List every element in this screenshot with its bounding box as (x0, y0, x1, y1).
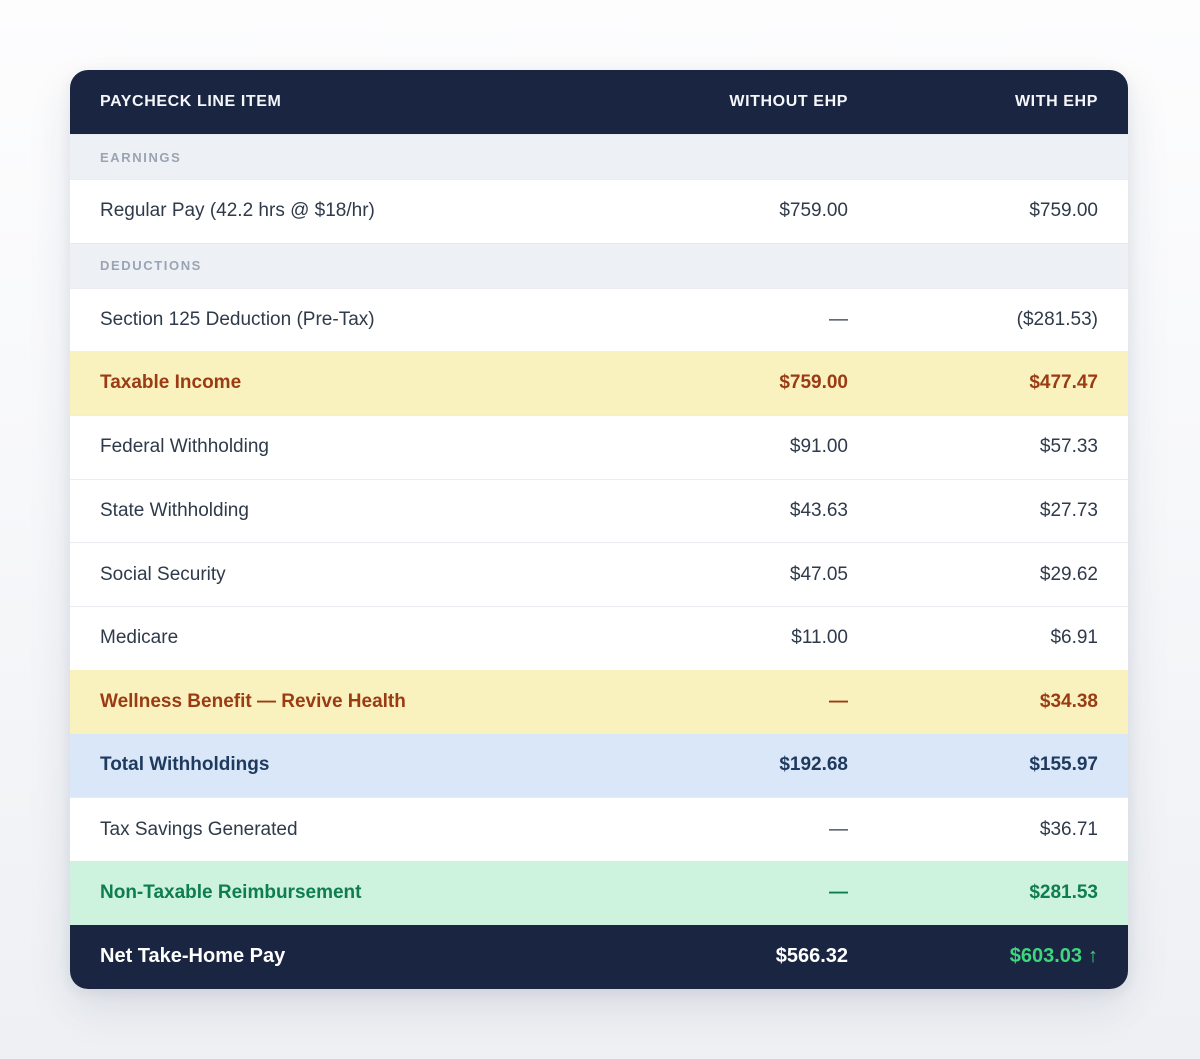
table-row: Tax Savings Generated — $36.71 (70, 797, 1128, 861)
row-value-without-ehp: — (829, 309, 848, 331)
footer-gain-amount: $603.03 (1009, 945, 1082, 968)
paycheck-comparison-table: PAYCHECK LINE ITEM WITHOUT EHP WITH EHP … (70, 70, 1128, 989)
row-value-without-ehp: — (829, 881, 848, 903)
table-rows: EARNINGS Regular Pay (42.2 hrs @ $18/hr)… (70, 134, 1128, 925)
row-value-without-ehp: $43.63 (789, 500, 848, 522)
table-row: Regular Pay (42.2 hrs @ $18/hr) $759.00 … (70, 179, 1128, 243)
row-value-with-ehp: $29.62 (1039, 563, 1098, 585)
increase-arrow-icon: ↑ (1088, 945, 1098, 968)
row-label: Regular Pay (42.2 hrs @ $18/hr) (100, 200, 375, 222)
row-value-without-ehp: $47.05 (789, 563, 848, 585)
row-label: Tax Savings Generated (100, 818, 298, 840)
table-row: Wellness Benefit — Revive Health — $34.3… (70, 669, 1128, 734)
row-label: State Withholding (100, 500, 249, 522)
section-label-text: EARNINGS (100, 149, 182, 165)
row-value-without-ehp: — (829, 690, 848, 712)
section-header-row: EARNINGS (70, 134, 1128, 179)
table-row: Non-Taxable Reimbursement — $281.53 (70, 860, 1128, 925)
row-value-with-ehp: $155.97 (1029, 754, 1098, 776)
row-value-with-ehp: $6.91 (1050, 627, 1098, 649)
column-header-line-item: PAYCHECK LINE ITEM (100, 93, 282, 110)
row-label: Taxable Income (100, 372, 242, 394)
row-label: Social Security (100, 563, 226, 585)
table-row: Section 125 Deduction (Pre-Tax) — ($281.… (70, 287, 1128, 352)
table-row: Medicare $11.00 $6.91 (70, 606, 1128, 670)
section-label-text: DEDUCTIONS (100, 258, 202, 274)
column-header-with-ehp: WITH EHP (1014, 93, 1098, 110)
table-row: State Withholding $43.63 $27.73 (70, 478, 1128, 543)
row-value-with-ehp: $27.73 (1039, 500, 1098, 522)
row-label: Total Withholdings (100, 754, 270, 776)
row-label: Medicare (100, 627, 179, 649)
table-row: Taxable Income $759.00 $477.47 (70, 351, 1128, 416)
row-value-without-ehp: $11.00 (791, 627, 848, 649)
column-header-without-ehp: WITHOUT EHP (729, 93, 848, 110)
row-value-without-ehp: $759.00 (779, 200, 848, 222)
row-label: Federal Withholding (100, 436, 269, 458)
footer-value-with-ehp: $603.03 ↑ (848, 945, 1098, 968)
table-row: Social Security $47.05 $29.62 (70, 542, 1128, 607)
footer-row-label: Net Take-Home Pay (100, 945, 286, 968)
table-row: Federal Withholding $91.00 $57.33 (70, 415, 1128, 479)
row-value-with-ehp: $34.38 (1039, 690, 1098, 712)
row-value-with-ehp: $281.53 (1029, 881, 1098, 903)
table-header-row: PAYCHECK LINE ITEM WITHOUT EHP WITH EHP (70, 70, 1128, 134)
table-row: Total Withholdings $192.68 $155.97 (70, 733, 1128, 798)
row-value-without-ehp: $192.68 (779, 754, 848, 776)
section-header-row: DEDUCTIONS (70, 242, 1128, 288)
row-label: Non-Taxable Reimbursement (100, 881, 362, 903)
row-label: Section 125 Deduction (Pre-Tax) (100, 309, 375, 331)
row-value-with-ehp: $477.47 (1029, 372, 1098, 394)
row-value-without-ehp: $759.00 (779, 372, 848, 394)
row-value-without-ehp: $91.00 (789, 436, 848, 458)
table-footer-row: Net Take-Home Pay $566.32 $603.03 ↑ (70, 924, 1128, 989)
footer-value-without-ehp: $566.32 (775, 945, 848, 968)
row-value-with-ehp: $759.00 (1029, 200, 1098, 222)
row-label: Wellness Benefit — Revive Health (100, 690, 406, 712)
row-value-without-ehp: — (829, 818, 848, 840)
row-value-with-ehp: ($281.53) (1016, 309, 1098, 331)
row-value-with-ehp: $57.33 (1039, 436, 1098, 458)
row-value-with-ehp: $36.71 (1039, 818, 1098, 840)
